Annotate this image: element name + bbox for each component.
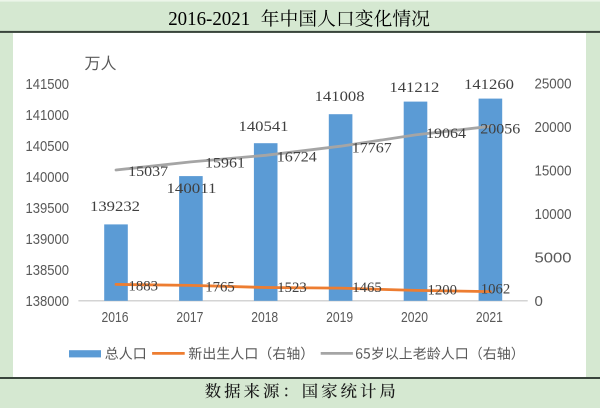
svg-text:1883: 1883 [129, 278, 159, 294]
svg-text:20000: 20000 [535, 119, 572, 136]
svg-text:15037: 15037 [128, 164, 169, 180]
svg-text:10000: 10000 [535, 206, 572, 223]
svg-text:1200: 1200 [428, 282, 458, 298]
svg-text:1765: 1765 [205, 279, 235, 295]
svg-text:2016-2021: 2016-2021 [168, 8, 250, 30]
svg-text:2017: 2017 [176, 309, 203, 326]
svg-text:2018: 2018 [251, 309, 278, 326]
svg-text:20056: 20056 [480, 122, 521, 138]
svg-text:25000: 25000 [535, 76, 572, 93]
svg-text:138000: 138000 [26, 293, 70, 310]
svg-text:1062: 1062 [481, 282, 511, 298]
svg-text:5000: 5000 [535, 250, 572, 267]
svg-text:0: 0 [535, 293, 543, 310]
svg-text:138500: 138500 [26, 262, 70, 279]
svg-text:140000: 140000 [26, 169, 70, 186]
svg-text:15000: 15000 [535, 163, 572, 180]
svg-text:141260: 141260 [464, 77, 514, 93]
svg-text:2021: 2021 [476, 309, 503, 326]
svg-text:2016: 2016 [102, 309, 129, 326]
svg-text:1523: 1523 [277, 280, 307, 296]
svg-text:140500: 140500 [26, 138, 70, 155]
svg-text:17767: 17767 [352, 141, 393, 157]
svg-text:2020: 2020 [401, 309, 428, 326]
svg-text:140011: 140011 [167, 181, 217, 197]
svg-text:141008: 141008 [315, 89, 365, 105]
svg-text:141500: 141500 [26, 76, 70, 93]
svg-text:139232: 139232 [90, 199, 140, 215]
svg-text:141000: 141000 [26, 107, 70, 124]
svg-text:16724: 16724 [277, 149, 318, 165]
svg-text:140541: 140541 [239, 119, 289, 135]
svg-text:139500: 139500 [26, 200, 70, 217]
svg-text:19064: 19064 [426, 126, 467, 142]
svg-text:1465: 1465 [352, 280, 382, 296]
svg-text:2019: 2019 [326, 309, 353, 326]
svg-text:15961: 15961 [205, 155, 245, 171]
svg-text:141212: 141212 [389, 80, 439, 96]
svg-text:139000: 139000 [26, 231, 70, 248]
